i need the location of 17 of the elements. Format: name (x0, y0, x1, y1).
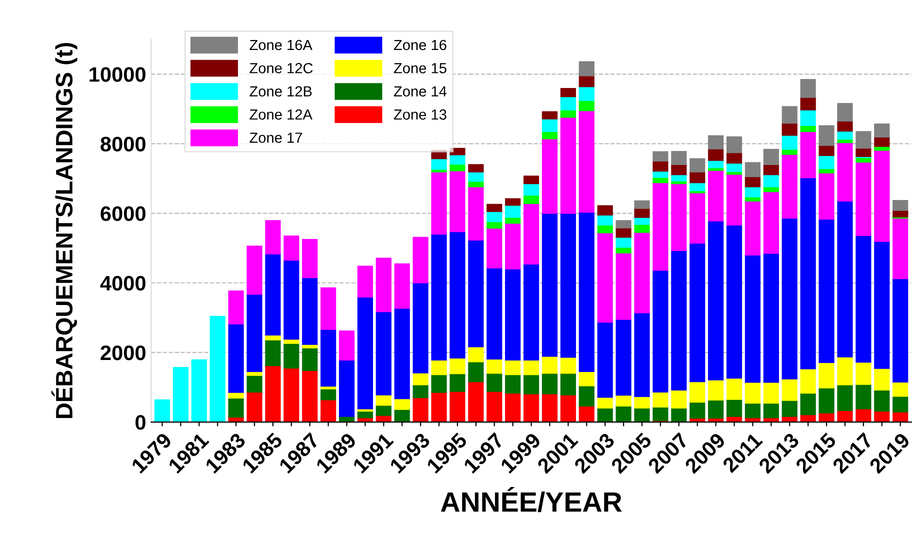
y-tick-label: 8000 (100, 136, 146, 152)
legend-label: Zone 15 (394, 63, 446, 74)
legend-label: Zone 17 (250, 132, 302, 143)
y-tick-label: 10000 (90, 67, 146, 82)
y-tick-label: 6000 (100, 206, 146, 222)
legend-label: Zone 16 (394, 40, 446, 50)
x-axis-title: ANNÉE/YEAR (440, 486, 622, 512)
y-tick-label: 2000 (100, 345, 146, 360)
legend-label: Zone 16A (250, 40, 312, 50)
y-tick-label: 4000 (100, 276, 146, 291)
legend-label: Zone 14 (394, 86, 447, 97)
legend-label: Zone 12C (250, 63, 313, 74)
legend-label: Zone 12B (250, 86, 312, 97)
y-axis-title: DÉBARQUEMENTS/LANDINGS (t) (51, 42, 78, 418)
y-tick-label: 0 (136, 415, 146, 430)
legend-label: Zone 13 (394, 109, 446, 120)
legend-label: Zone 12A (250, 109, 312, 120)
